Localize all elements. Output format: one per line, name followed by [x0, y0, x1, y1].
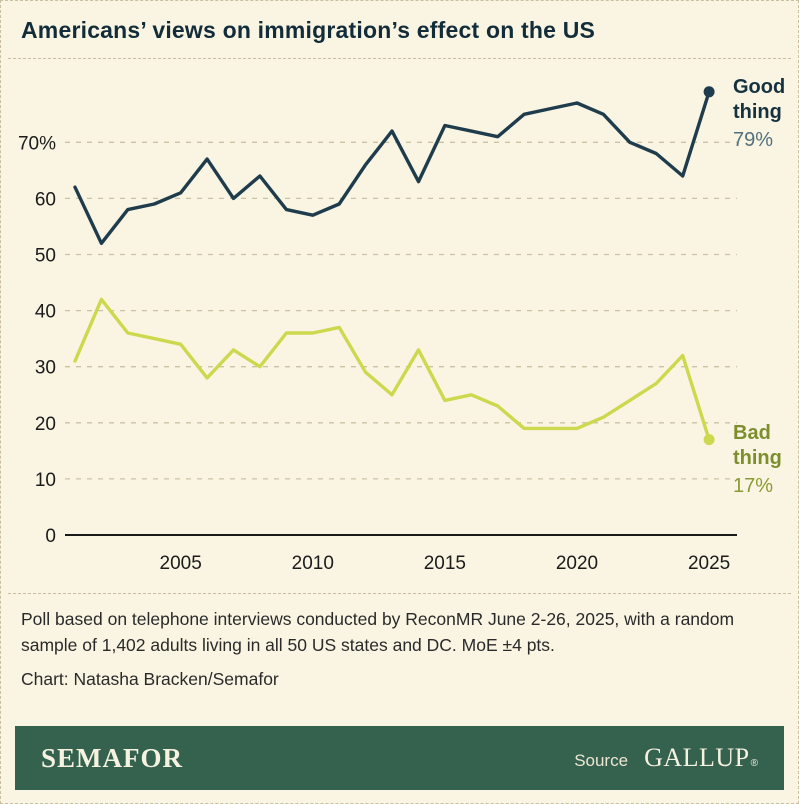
- series-name: Good thing: [733, 76, 786, 123]
- series-value: 17%: [733, 475, 774, 497]
- chart-area: 0 10 20 30 40 50 60 70% 2005 2010 2015 2020 2025 Goo…: [1, 63, 798, 593]
- svg-text:20: 20: [35, 414, 56, 435]
- svg-text:40: 40: [35, 302, 56, 323]
- svg-text:70%: 70%: [18, 133, 56, 154]
- footnote-text: Poll based on telephone interviews condu…: [21, 609, 735, 656]
- svg-text:2005: 2005: [160, 553, 202, 574]
- good-series-label: Good thing 79%: [733, 75, 798, 153]
- svg-text:2020: 2020: [556, 553, 598, 574]
- svg-text:2025: 2025: [688, 553, 730, 574]
- footnote-separator: [8, 593, 791, 594]
- svg-text:10: 10: [35, 470, 56, 491]
- source-label: Source: [574, 751, 629, 770]
- svg-text:60: 60: [35, 189, 56, 210]
- bad-series-label: Bad thing 17%: [733, 421, 798, 499]
- svg-text:30: 30: [35, 358, 56, 379]
- series-value: 79%: [733, 129, 774, 151]
- registered-mark: ®: [750, 758, 758, 769]
- svg-text:0: 0: [45, 526, 56, 547]
- svg-text:50: 50: [35, 246, 56, 267]
- semafor-logo: SEMAFOR: [41, 742, 183, 773]
- line-chart: 0 10 20 30 40 50 60 70% 2005 2010 2015 2020 2025: [18, 86, 737, 574]
- series-name: Bad thing: [733, 422, 782, 469]
- chart-credit: Chart: Natasha Bracken/Semafor: [21, 668, 279, 689]
- source-attribution: Source GALLUP ®: [574, 743, 758, 773]
- footer-bar: SEMAFOR Source GALLUP ®: [15, 726, 784, 790]
- svg-text:2010: 2010: [292, 553, 334, 574]
- title-separator: [8, 58, 791, 59]
- gallup-logo: GALLUP: [644, 743, 750, 772]
- page-title: Americans’ views on immigration’s effect…: [21, 17, 596, 43]
- svg-text:2015: 2015: [424, 553, 466, 574]
